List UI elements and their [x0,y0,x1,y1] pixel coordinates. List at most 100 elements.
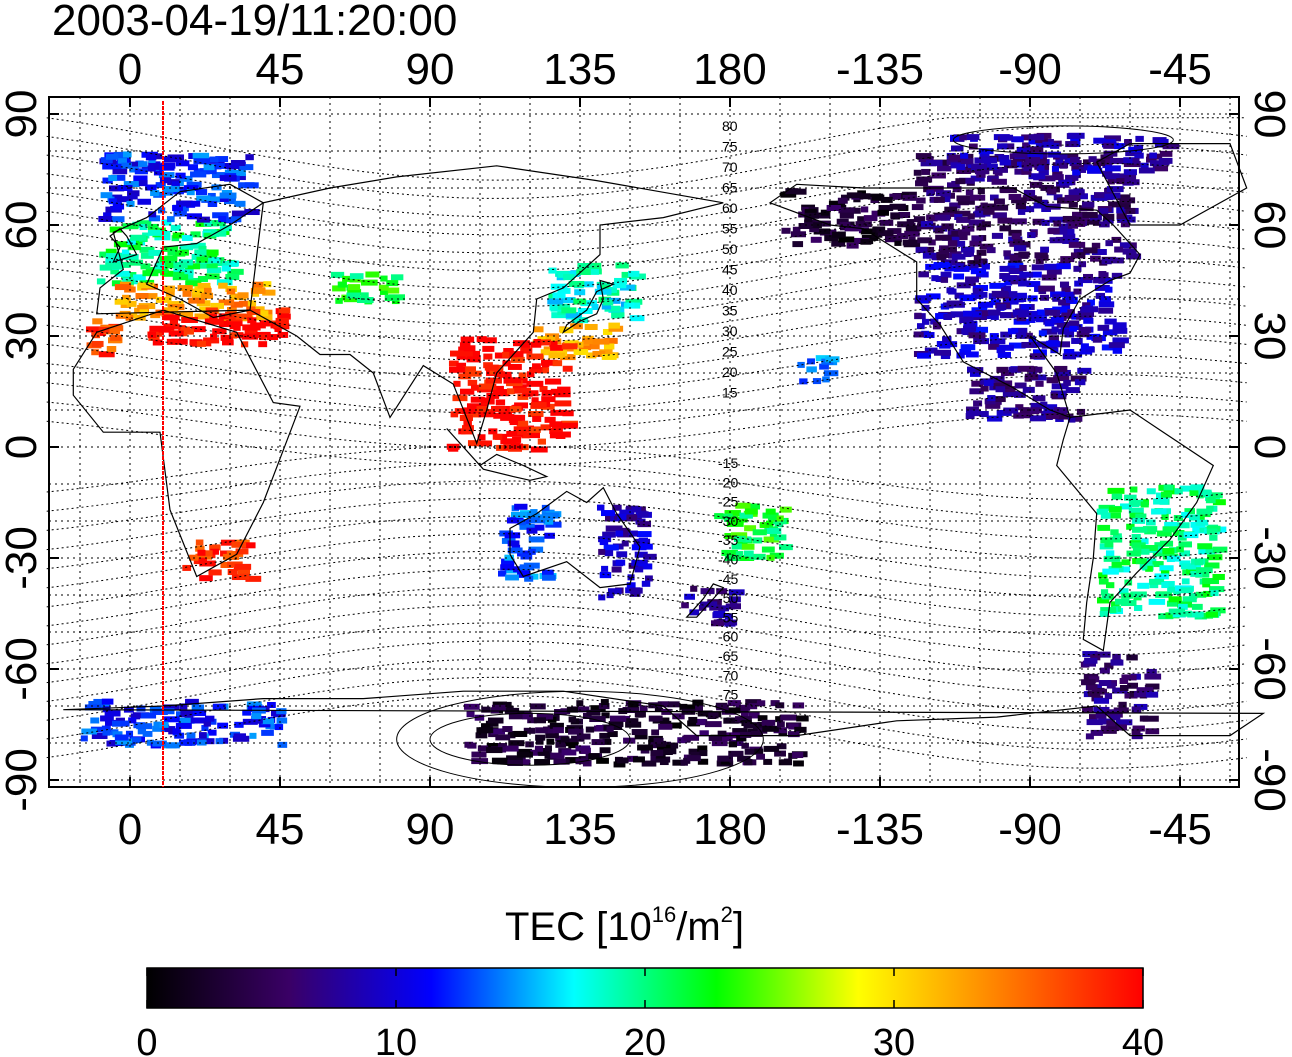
tec-point [170,224,181,231]
tec-point [470,396,485,403]
tec-point [244,329,258,336]
tec-point [1073,288,1082,295]
tec-point [512,436,522,443]
tec-point [921,318,930,325]
tec-point [547,716,557,723]
tec-point [1098,504,1116,511]
tec-point [207,192,216,199]
tec-point [588,753,600,760]
tec-point [819,363,829,370]
tec-point [159,256,169,263]
tec-point [880,196,893,203]
tec-point [504,532,521,539]
tec-point [1180,587,1193,594]
tec-point [634,566,644,573]
tec-point [1013,275,1027,282]
tec-point [721,549,738,556]
tec-point [634,551,648,558]
tec-point [778,759,793,766]
tec-point [1029,181,1043,188]
tec-point [1146,488,1156,495]
geomagnetic-latitude-contours [46,117,1247,788]
tec-point [127,238,136,245]
tec-point [982,157,998,164]
tec-point [720,758,730,765]
tec-point [941,223,954,230]
tec-point [991,232,1003,239]
tec-point [1062,233,1076,240]
tec-point [1118,588,1129,595]
tec-point [537,438,546,445]
tec-point [181,235,193,242]
tec-point [109,226,123,233]
tec-point [744,525,757,532]
tec-point [1014,382,1027,389]
tec-point [115,738,133,745]
tec-point [552,360,563,367]
tec-point [1120,503,1132,510]
tec-point [231,541,247,548]
tec-point [804,215,813,222]
tec-point [1046,377,1059,384]
tec-point [780,714,797,721]
tec-point [1105,173,1120,180]
tec-point [659,759,669,766]
tec-point [861,234,879,241]
tec-point [1103,135,1121,142]
tec-point [227,268,244,275]
tec-point [1154,573,1169,580]
tec-point [914,312,922,319]
tec-point [530,703,546,710]
tec-point [601,303,612,310]
tec-point [1131,706,1141,713]
tec-point [1096,508,1109,515]
tec-point [1068,189,1085,196]
tec-point [225,311,237,318]
tec-point [794,726,807,733]
tec-point [519,570,531,577]
tec-point [1093,277,1106,284]
tec-point [1072,216,1082,223]
tec-point [933,262,951,269]
tec-point [1165,612,1180,619]
tec-point [1098,572,1108,579]
tec-point [216,279,233,286]
tec-point [212,212,229,219]
tec-point [504,554,514,561]
tec-point [922,252,937,259]
tec-point [137,304,149,311]
tec-point [1152,561,1164,568]
mag-lat-label: 60 [722,200,738,216]
tec-point [130,737,142,744]
tec-point [1181,511,1190,518]
tec-point [607,731,618,738]
tec-point [839,221,851,228]
tec-point [799,378,808,385]
tec-point [1132,547,1142,554]
tec-point [276,708,287,715]
tec-point [507,540,520,547]
tec-point [1108,342,1125,349]
tec-point [1094,284,1110,291]
lat-tick-label-right: 30 [1245,312,1292,361]
tec-point [788,723,799,730]
tec-point [542,361,550,368]
tec-point [250,322,266,329]
tec-point [790,231,806,238]
tec-point [966,134,980,141]
tec-point [521,759,530,766]
tec-point [847,221,855,228]
tec-point [582,281,594,288]
tec-point [1099,221,1110,228]
tec-point [138,180,148,187]
tec-point [211,257,221,264]
tec-point [1065,228,1075,235]
tec-point [965,189,974,196]
tec-point [147,229,162,236]
tec-point [490,728,506,735]
lon-tick-label-top: 135 [543,45,616,94]
tec-point [1152,165,1169,172]
tec-point [999,225,1012,232]
tec-point [258,341,268,348]
tec-point [1136,687,1154,694]
